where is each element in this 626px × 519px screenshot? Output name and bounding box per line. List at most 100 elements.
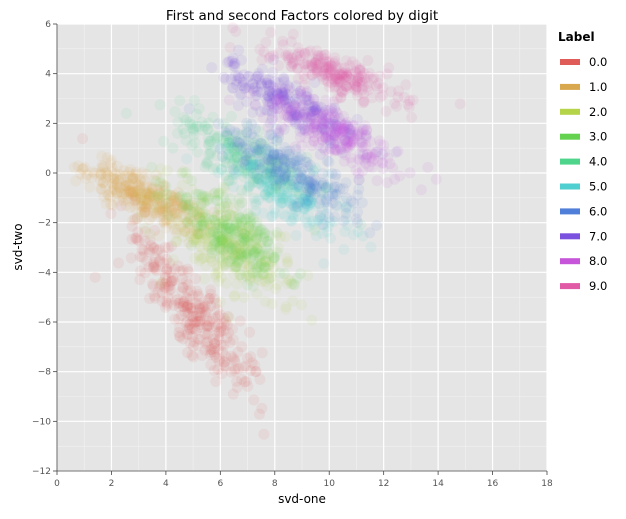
data-point <box>270 183 282 195</box>
data-point <box>297 111 309 123</box>
data-point <box>195 197 207 209</box>
data-point <box>348 77 360 89</box>
data-point <box>151 189 163 201</box>
data-point <box>257 165 269 177</box>
data-point <box>181 300 193 311</box>
data-point <box>316 180 328 192</box>
data-point <box>124 202 136 213</box>
data-point <box>167 142 179 154</box>
data-point <box>235 247 246 259</box>
data-point <box>252 134 263 146</box>
data-point <box>238 247 250 259</box>
data-point <box>257 267 269 279</box>
data-point <box>226 237 237 249</box>
data-point <box>187 331 199 343</box>
data-point <box>268 253 280 265</box>
data-point <box>229 167 241 179</box>
data-point <box>239 234 251 246</box>
data-point <box>115 173 127 185</box>
data-point <box>299 203 311 215</box>
series-0.0 <box>77 133 270 440</box>
data-point <box>356 125 368 137</box>
data-point <box>264 156 276 168</box>
data-point <box>221 122 232 134</box>
data-point <box>263 149 275 161</box>
data-point <box>258 233 270 245</box>
data-point <box>205 321 217 333</box>
data-point <box>279 162 291 174</box>
data-point <box>229 356 241 368</box>
data-point <box>327 113 339 125</box>
data-point <box>174 191 186 203</box>
data-point <box>130 194 142 206</box>
data-point <box>202 194 213 206</box>
data-point <box>176 199 188 211</box>
data-point <box>259 153 271 165</box>
data-point <box>299 174 311 185</box>
data-point <box>305 111 317 123</box>
data-point <box>251 145 263 157</box>
data-point <box>217 232 229 244</box>
data-point <box>264 117 276 129</box>
data-point <box>301 86 313 97</box>
data-point <box>327 190 339 202</box>
data-point <box>278 123 290 135</box>
data-point <box>219 201 231 213</box>
data-point <box>303 185 315 197</box>
data-point <box>142 195 154 207</box>
data-point <box>114 169 126 180</box>
data-point <box>261 93 273 105</box>
data-point <box>259 164 271 175</box>
data-point <box>252 86 264 97</box>
data-point <box>225 242 237 254</box>
data-point <box>235 88 247 100</box>
data-point <box>299 213 311 225</box>
data-point <box>292 200 304 212</box>
data-point <box>143 190 155 202</box>
data-point <box>394 170 406 182</box>
data-point <box>262 164 274 175</box>
data-point <box>205 300 217 312</box>
data-point <box>189 323 201 335</box>
data-point <box>239 213 251 225</box>
data-point <box>147 207 159 219</box>
data-point <box>217 222 229 234</box>
data-point <box>199 220 210 232</box>
data-point <box>329 55 341 67</box>
data-point <box>162 209 174 221</box>
data-point <box>217 218 229 230</box>
data-point <box>324 143 336 155</box>
data-point <box>245 238 257 250</box>
data-point <box>230 246 242 258</box>
data-point <box>250 170 262 182</box>
data-point <box>334 183 346 195</box>
data-point <box>268 168 280 180</box>
data-point <box>269 163 281 175</box>
data-point <box>242 147 254 159</box>
data-point <box>235 216 247 228</box>
data-point <box>192 340 204 352</box>
data-point <box>311 107 323 119</box>
data-point <box>272 89 284 101</box>
data-point <box>229 261 241 273</box>
legend-swatch <box>560 283 580 290</box>
data-point <box>288 179 300 190</box>
y-tick-label: 0 <box>45 169 51 179</box>
data-point <box>104 191 116 203</box>
data-point <box>136 206 148 218</box>
data-point <box>230 261 242 273</box>
data-point <box>181 191 193 203</box>
data-point <box>284 95 296 107</box>
data-point <box>302 175 313 187</box>
data-point <box>260 162 272 174</box>
data-point <box>225 250 237 262</box>
data-point <box>267 81 279 93</box>
data-point <box>246 243 258 255</box>
data-point <box>126 233 138 245</box>
data-point <box>256 269 268 280</box>
data-point <box>161 299 173 311</box>
data-point <box>311 104 323 116</box>
data-point <box>68 161 80 173</box>
data-point <box>263 154 274 165</box>
data-point <box>302 200 314 212</box>
